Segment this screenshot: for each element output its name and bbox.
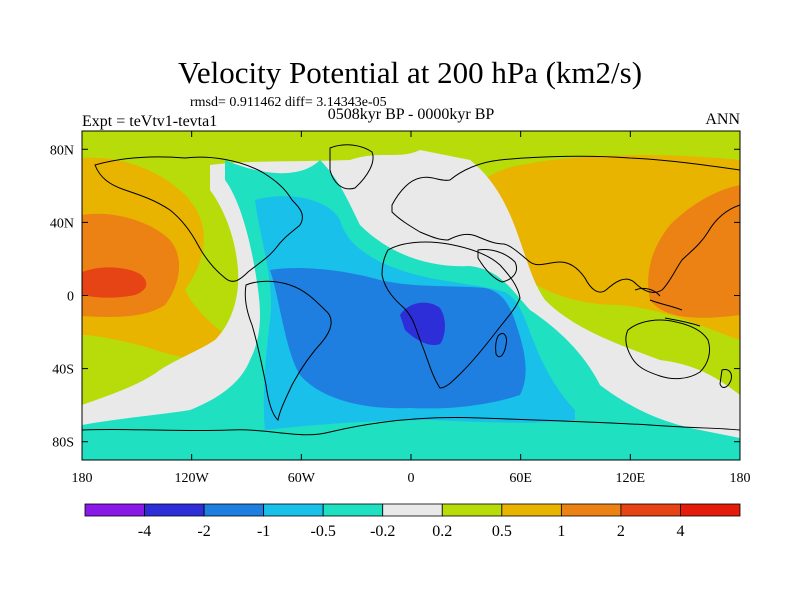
chart-title: Velocity Potential at 200 hPa (km2/s) — [178, 55, 642, 90]
colorbar-swatch — [144, 503, 205, 517]
africa-coastline — [381, 241, 521, 389]
x-tick-label: 0 — [408, 471, 415, 486]
x-tick-label: 60W — [288, 471, 316, 486]
period-label: 0508kyr BP - 0000kyr BP — [328, 106, 495, 123]
new-zealand-coastline — [719, 369, 732, 388]
colorbar-label: -0.5 — [311, 523, 336, 540]
south-america-coastline — [244, 280, 332, 421]
colorbar-swatch — [203, 503, 265, 517]
y-tick-label: 40N — [50, 216, 74, 231]
x-tick-label: 120W — [175, 471, 210, 486]
australia-coastline — [625, 319, 711, 380]
contour-fill-level-1-2-eurasia — [648, 185, 740, 318]
colorbar-swatch — [501, 503, 562, 517]
x-tick-label: 60E — [509, 471, 532, 486]
colorbar-swatch — [382, 503, 443, 517]
y-tick-label: 40S — [52, 363, 74, 378]
experiment-label: Expt = teVtv1-tevta1 — [82, 113, 217, 130]
x-tick-label: 180 — [72, 471, 93, 486]
contour-fill-level-neg2-neg1 — [270, 268, 526, 409]
colorbar-swatch — [84, 503, 145, 517]
colorbar-label: -1 — [257, 523, 270, 540]
coastlines — [82, 144, 740, 436]
colorbar-swatch — [560, 503, 622, 517]
y-tick-label: 80S — [52, 436, 74, 451]
maritime-continent-coastline — [634, 287, 701, 327]
stats-label: rmsd= 0.911462 diff= 3.14343e-05 — [190, 95, 387, 110]
madagascar-coastline — [495, 332, 507, 358]
colorbar-label: 2 — [617, 523, 625, 540]
x-tick-label: 180 — [730, 471, 751, 486]
colorbar-label: -4 — [138, 523, 151, 540]
colorbar-label: -0.2 — [370, 523, 395, 540]
colorbar-swatch — [680, 503, 741, 517]
colorbar-label: 4 — [676, 523, 684, 540]
colorbar-label: 1 — [557, 523, 565, 540]
colorbar-swatch — [441, 503, 503, 517]
colorbar-label: -2 — [197, 523, 210, 540]
colorbar: -4 -2 -1 -0.5 -0.2 0.2 0.5 1 2 4 — [84, 503, 741, 540]
colorbar-label: 0.5 — [492, 523, 512, 540]
colorbar-swatch — [263, 503, 324, 517]
y-axis: 80N 40N 0 40S 80S — [50, 143, 740, 451]
contour-fill-level-2-4-pacific — [82, 267, 147, 298]
greenland-coastline — [329, 144, 374, 190]
north-america-coastline — [94, 156, 303, 282]
colorbar-swatch — [322, 503, 384, 517]
x-axis: 180 120W 60W 0 60E 120E 180 — [72, 131, 751, 486]
x-tick-label: 120E — [616, 471, 646, 486]
arabia-coastline — [477, 249, 517, 283]
colorbar-label: 0.2 — [432, 523, 452, 540]
antarctica-coastline — [82, 417, 740, 436]
contour-field — [82, 131, 740, 460]
colorbar-swatch — [620, 503, 681, 517]
contour-fill-level-neg4-neg2 — [400, 302, 445, 346]
y-tick-label: 0 — [67, 290, 74, 305]
y-tick-label: 80N — [50, 143, 74, 158]
season-label: ANN — [705, 111, 740, 128]
